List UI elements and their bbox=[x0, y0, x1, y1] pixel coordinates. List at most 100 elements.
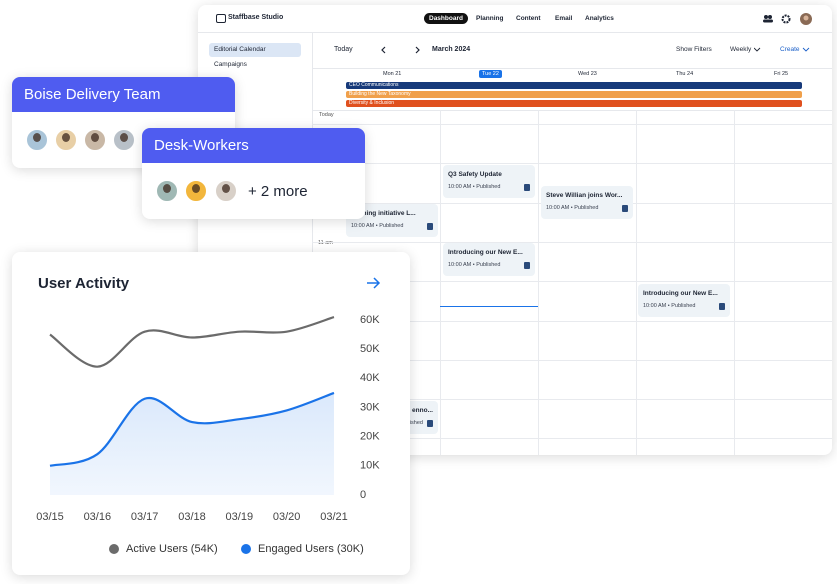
y-tick-label: 10K bbox=[360, 460, 380, 472]
avatar bbox=[54, 128, 78, 152]
sidebar-border bbox=[312, 32, 313, 455]
post-card[interactable]: Q3 Safety Update 10:00 AM • Published bbox=[443, 165, 535, 198]
avatar bbox=[112, 128, 136, 152]
x-tick-label: 03/16 bbox=[84, 511, 112, 523]
avatar bbox=[184, 179, 208, 203]
post-title: enno... bbox=[412, 407, 433, 414]
nav-tab[interactable]: Planning bbox=[476, 15, 504, 22]
create-button[interactable]: Create bbox=[780, 46, 800, 53]
nav-tab[interactable]: Analytics bbox=[585, 15, 614, 22]
x-tick-label: 03/19 bbox=[226, 511, 254, 523]
post-meta: 10:00 AM • Published bbox=[448, 262, 501, 268]
time-label: 11 am bbox=[318, 240, 333, 246]
post-card[interactable]: Steve Willian joins Wor... 10:00 AM • Pub… bbox=[541, 186, 633, 219]
sidebar-item[interactable]: Editorial Calendar bbox=[214, 46, 266, 53]
sidebar-active bbox=[209, 43, 301, 57]
avatar bbox=[155, 179, 179, 203]
legend-label: Engaged Users (30K) bbox=[258, 543, 364, 555]
grid-row bbox=[312, 124, 832, 125]
area bbox=[50, 392, 334, 495]
nav-tab[interactable]: Content bbox=[516, 15, 541, 22]
logo bbox=[216, 14, 226, 23]
day-label: Tue 22 bbox=[479, 70, 502, 78]
x-tick-label: 03/18 bbox=[178, 511, 206, 523]
more-members: + 2 more bbox=[248, 183, 308, 200]
divider bbox=[198, 32, 832, 33]
post-meta: 10:00 AM • Published bbox=[351, 223, 404, 229]
day-label: Wed 23 bbox=[578, 71, 597, 77]
open-arrow[interactable] bbox=[367, 277, 381, 289]
campaign-bar[interactable]: Diversity & Inclusion bbox=[346, 100, 802, 107]
today-button[interactable]: Today bbox=[334, 46, 353, 53]
nav-tab[interactable]: Dashboard bbox=[424, 13, 468, 24]
grid-row bbox=[312, 359, 832, 361]
post-icon bbox=[427, 223, 433, 230]
x-tick-label: 03/21 bbox=[320, 511, 348, 523]
post-title: Training initiative L... bbox=[351, 210, 416, 217]
legend-label: Active Users (54K) bbox=[126, 543, 218, 555]
sidebar-item[interactable]: Campaigns bbox=[214, 61, 247, 68]
legend-swatch bbox=[109, 544, 119, 554]
view-select[interactable]: Weekly bbox=[730, 46, 752, 53]
legend-swatch bbox=[241, 544, 251, 554]
x-tick-label: 03/17 bbox=[131, 511, 159, 523]
grid-col bbox=[734, 110, 735, 455]
y-tick-label: 40K bbox=[360, 372, 380, 384]
grid-row bbox=[312, 438, 832, 440]
team-card[interactable]: Boise Delivery Team bbox=[12, 77, 235, 168]
day-label: Thu 24 bbox=[676, 71, 694, 77]
post-title: Steve Willian joins Wor... bbox=[546, 192, 623, 199]
campaign-bar[interactable]: CEO Communications bbox=[346, 82, 802, 89]
post-icon bbox=[719, 303, 725, 310]
chevrons bbox=[754, 47, 810, 52]
day-label: Mon 21 bbox=[383, 71, 402, 77]
y-tick-label: 60K bbox=[360, 314, 380, 326]
post-title: Introducing our New E... bbox=[448, 249, 523, 256]
day-label: Fri 25 bbox=[774, 71, 789, 77]
month-label: March 2024 bbox=[432, 46, 471, 53]
campaign-bar[interactable]: Building the New Taxonomy bbox=[346, 91, 802, 98]
post-card[interactable]: Introducing our New E... 10:00 AM • Publi… bbox=[638, 284, 730, 317]
post-icon bbox=[427, 420, 433, 427]
team-name: Desk-Workers bbox=[142, 128, 365, 163]
grid-col bbox=[440, 110, 441, 455]
divider bbox=[312, 110, 832, 111]
post-icon bbox=[622, 205, 628, 212]
line bbox=[49, 316, 335, 368]
avatar bbox=[83, 128, 107, 152]
team-name: Boise Delivery Team bbox=[12, 77, 235, 112]
avatar bbox=[25, 128, 49, 152]
chart: User Activity 0 10K 20K 30K 40K 50K 60K 03/15 03… bbox=[36, 275, 381, 555]
filters-button[interactable]: Show Filters bbox=[676, 46, 712, 53]
brand: Staffbase Studio bbox=[228, 14, 284, 21]
chart-title: User Activity bbox=[38, 275, 130, 292]
y-tick-label: 20K bbox=[360, 431, 380, 443]
post-meta: 10:00 AM • Published bbox=[546, 205, 599, 211]
grid-row bbox=[312, 163, 832, 165]
post-title: Q3 Safety Update bbox=[448, 171, 502, 178]
team-card[interactable]: Desk-Workers bbox=[142, 128, 365, 219]
top-icons bbox=[763, 13, 812, 25]
chart-card: User Activity 0 10K 20K 30K 40K 50K 60K 03/15 03… bbox=[12, 252, 410, 575]
grid-col bbox=[538, 110, 539, 455]
post-icon bbox=[524, 184, 530, 191]
post-title: Introducing our New E... bbox=[643, 290, 718, 297]
post-icon bbox=[524, 262, 530, 269]
divider bbox=[312, 68, 832, 69]
grid-col bbox=[636, 110, 637, 455]
line bbox=[49, 391, 335, 467]
grid-row bbox=[312, 399, 832, 401]
avatar bbox=[214, 179, 238, 203]
pager[interactable] bbox=[380, 46, 422, 54]
y-tick-label: 0 bbox=[360, 489, 366, 501]
post-meta: 10:00 AM • Published bbox=[643, 303, 696, 309]
y-tick-label: 30K bbox=[360, 401, 380, 413]
grid-row bbox=[312, 241, 832, 243]
grid-row bbox=[312, 320, 832, 322]
post-card[interactable]: Introducing our New E... 10:00 AM • Publi… bbox=[443, 243, 535, 276]
nav-tab[interactable]: Email bbox=[555, 15, 573, 22]
x-tick-label: 03/20 bbox=[273, 511, 301, 523]
post-meta: 10:00 AM • Published bbox=[448, 184, 501, 190]
grid-row bbox=[312, 281, 832, 283]
